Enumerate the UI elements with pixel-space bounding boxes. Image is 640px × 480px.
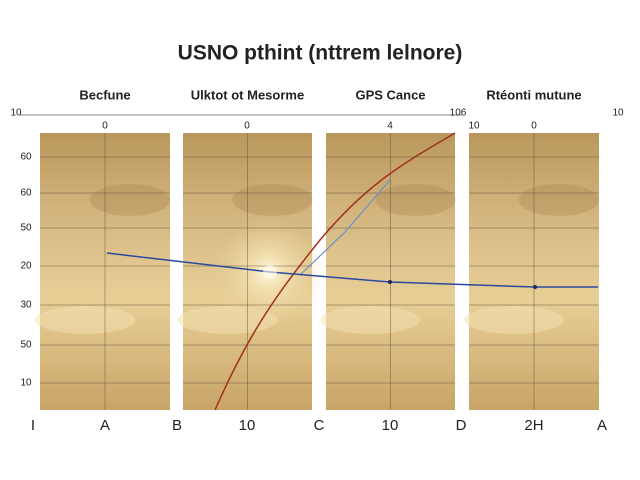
top-tick-label: 0 [244, 121, 250, 132]
y-tick-label: 50 [20, 223, 32, 234]
cloud [320, 306, 421, 334]
point [533, 285, 537, 289]
light-blue-line [299, 179, 391, 276]
bottom-tick-label: 10 [382, 417, 399, 434]
cloud [519, 184, 599, 216]
bottom-tick-label: A [100, 417, 110, 434]
red-curve [214, 132, 456, 411]
cloud [90, 184, 170, 216]
y-tick-label: 20 [20, 261, 32, 272]
top-tick-label: 10 [612, 108, 624, 119]
lines [106, 132, 598, 411]
bottom-tick-label: 10 [239, 417, 256, 434]
bottom-tick-label: I [31, 417, 35, 434]
bottom-tick-label: B [172, 417, 182, 434]
cloud [232, 184, 313, 216]
panel-title: Ulktot ot Mesorme [191, 87, 304, 102]
point [388, 280, 392, 284]
panels: Becfune Ulktot ot Mesorme GPS Cance Rtéonti… [10, 87, 624, 434]
panel-background [40, 133, 170, 410]
top-tick-label: 10 [468, 121, 480, 132]
top-tick-label: 10 [10, 108, 22, 119]
y-tick-label: 60 [20, 152, 32, 163]
cloud [35, 306, 135, 334]
y-tick-label: 60 [20, 188, 32, 199]
panel-title: Rtéonti mutune [486, 87, 581, 102]
bottom-tick-label: D [456, 417, 467, 434]
cloud [464, 306, 564, 334]
y-tick-label: 30 [20, 300, 32, 311]
top-tick-label: 0 [531, 121, 537, 132]
glare [263, 265, 277, 279]
panel-background [326, 133, 455, 410]
bottom-tick-label: 2H [524, 417, 543, 434]
panel-title: GPS Cance [355, 87, 425, 102]
panel-title: Becfune [79, 87, 130, 102]
y-tick-label: 50 [20, 340, 32, 351]
top-tick-label: 0 [102, 121, 108, 132]
panel-background [469, 133, 599, 410]
y-tick-label: 10 [20, 378, 32, 389]
cloud [375, 184, 456, 216]
bottom-tick-label: C [314, 417, 325, 434]
top-tick-label: 106 [450, 108, 467, 119]
bottom-tick-label: A [597, 417, 607, 434]
top-tick-label: 4 [387, 121, 393, 132]
chart-title: USNO pthint (nttrem lelnore) [178, 42, 463, 65]
